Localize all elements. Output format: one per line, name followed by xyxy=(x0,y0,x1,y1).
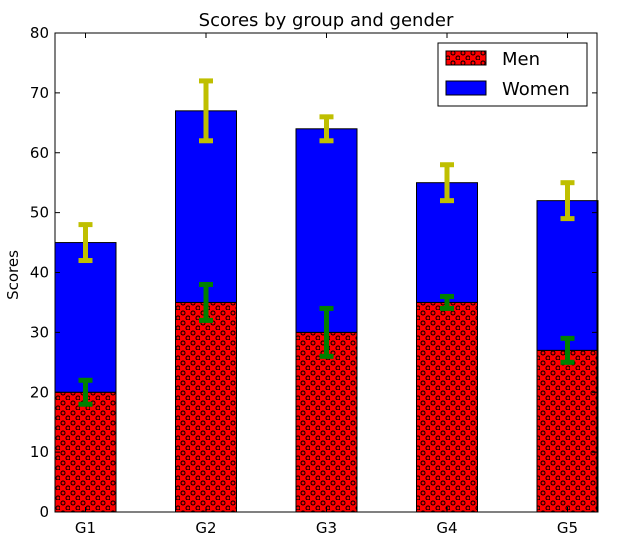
bar-women-G1 xyxy=(54,242,117,393)
x-tick-label: G3 xyxy=(316,519,337,537)
legend-swatch-men xyxy=(445,50,487,66)
legend-label-men: Men xyxy=(502,49,540,70)
bar-women-G5 xyxy=(536,200,599,351)
x-tick-label: G4 xyxy=(436,519,457,537)
x-tick-label: G1 xyxy=(75,519,96,537)
x-tick-label: G5 xyxy=(557,519,578,537)
bar-men-G5 xyxy=(536,349,599,513)
y-axis-label: Scores xyxy=(4,250,22,300)
y-tick-label: 50 xyxy=(30,204,49,222)
y-tick-label: 70 xyxy=(30,84,49,102)
bar-men-G2 xyxy=(175,301,237,513)
bar-men-G3 xyxy=(295,331,358,513)
legend: Men Women xyxy=(437,42,588,107)
y-tick-label: 20 xyxy=(30,383,49,401)
legend-swatch-women xyxy=(445,80,487,96)
legend-label-women: Women xyxy=(502,79,570,100)
bar-men-G1 xyxy=(54,391,117,513)
chart-title: Scores by group and gender xyxy=(199,10,454,31)
y-tick-label: 0 xyxy=(39,503,49,521)
bar-men-G4 xyxy=(416,301,478,513)
y-tick-label: 60 xyxy=(30,144,49,162)
bar-women-G3 xyxy=(295,128,358,333)
y-tick-label: 10 xyxy=(30,443,49,461)
x-tick-label: G2 xyxy=(195,519,216,537)
y-tick-label: 30 xyxy=(30,323,49,341)
y-tick-label: 40 xyxy=(30,264,49,282)
y-tick-label: 80 xyxy=(30,24,49,42)
